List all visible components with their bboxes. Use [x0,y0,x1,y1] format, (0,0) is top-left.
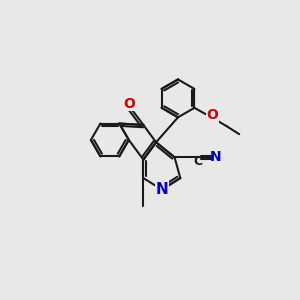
Text: O: O [124,97,135,111]
Text: N: N [155,182,168,197]
Text: N: N [210,150,221,164]
Text: O: O [207,108,219,122]
Text: C: C [194,155,203,168]
